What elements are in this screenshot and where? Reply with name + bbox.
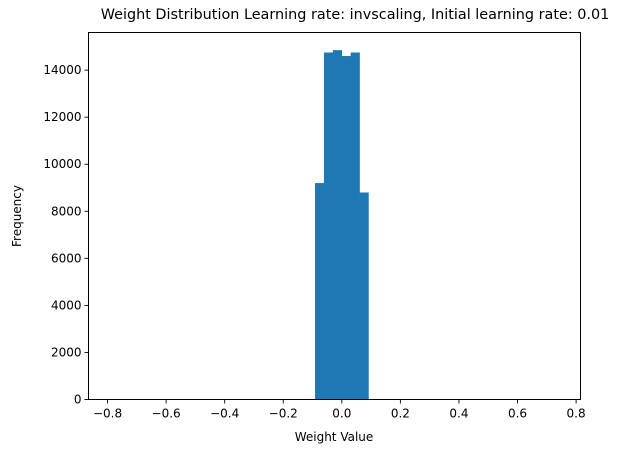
y-tick-label: 10000 — [43, 157, 81, 171]
y-axis-label: Frequency — [10, 185, 24, 247]
x-tick-label: −0.6 — [152, 407, 181, 421]
y-tick-label: 6000 — [51, 251, 82, 265]
x-tick-label: −0.8 — [93, 407, 122, 421]
histogram-bars — [315, 50, 369, 400]
y-axis-ticks: 0 2000 4000 6000 8000 10000 12000 14000 — [43, 63, 89, 407]
x-tick-label: 0.4 — [449, 407, 468, 421]
chart-title: Weight Distribution Learning rate: invsc… — [101, 7, 610, 23]
x-tick-label: 0.6 — [508, 407, 527, 421]
y-tick-label: 14000 — [43, 63, 81, 77]
x-axis-ticks: −0.8 −0.6 −0.4 −0.2 0.0 0.2 0.4 0.6 0.8 — [93, 399, 586, 421]
histogram-bar — [350, 52, 360, 400]
plot-frame — [88, 32, 581, 400]
y-tick-label: 0 — [74, 393, 82, 407]
histogram-bar — [332, 50, 343, 400]
histogram-bar — [359, 192, 369, 400]
histogram-bar — [323, 52, 334, 400]
histogram-bar — [341, 56, 351, 400]
x-axis-label: Weight Value — [295, 430, 374, 444]
histogram-bar — [315, 183, 325, 400]
y-tick-label: 8000 — [51, 204, 82, 218]
y-tick-label: 12000 — [43, 110, 81, 124]
x-tick-label: −0.2 — [269, 407, 298, 421]
y-tick-label: 4000 — [51, 298, 82, 312]
x-tick-label: 0.8 — [567, 407, 586, 421]
x-tick-label: 0.0 — [332, 407, 351, 421]
x-tick-label: 0.2 — [391, 407, 410, 421]
y-tick-label: 2000 — [51, 345, 82, 359]
x-tick-label: −0.4 — [210, 407, 239, 421]
